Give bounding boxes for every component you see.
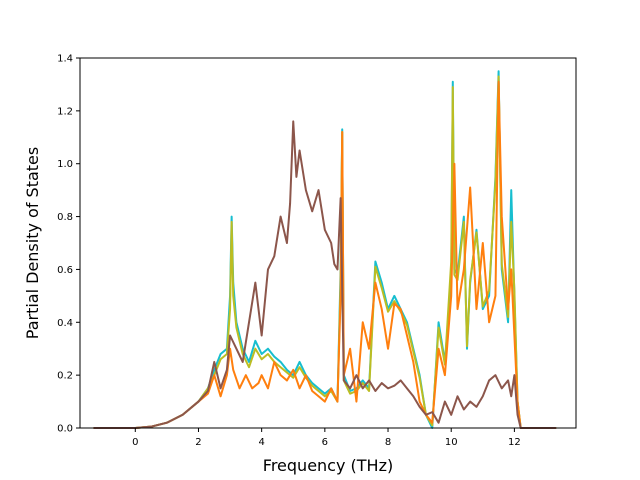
x-tick-label: 4 [258,437,264,448]
y-tick-label: 0.0 [57,424,73,435]
y-tick-label: 1.0 [57,159,73,170]
x-axis-label: Frequency (THz) [263,456,393,475]
y-tick-label: 1.4 [57,54,73,65]
y-tick-label: 0.2 [57,371,73,382]
x-tick-label: 8 [385,437,391,448]
x-tick-label: 2 [195,437,201,448]
series-line-3 [93,80,557,429]
y-tick-label: 0.6 [57,265,73,276]
series-line-4 [93,120,557,429]
y-tick-label: 0.8 [57,212,73,223]
x-tick-label: 6 [322,437,328,448]
y-tick-label: 0.4 [57,318,73,329]
plot-frame [79,57,577,429]
y-axis-label: Partial Density of States [23,147,42,339]
x-tick-label: 10 [445,437,458,448]
x-tick-label: 0 [132,437,138,448]
series-group [93,70,557,429]
x-axis: 0 2 4 6 8 10 12 [132,428,521,448]
x-tick-label: 12 [508,437,521,448]
y-axis: 0.0 0.2 0.4 0.6 0.8 1.0 1.2 1.4 [57,54,80,435]
y-tick-label: 1.2 [57,106,73,117]
